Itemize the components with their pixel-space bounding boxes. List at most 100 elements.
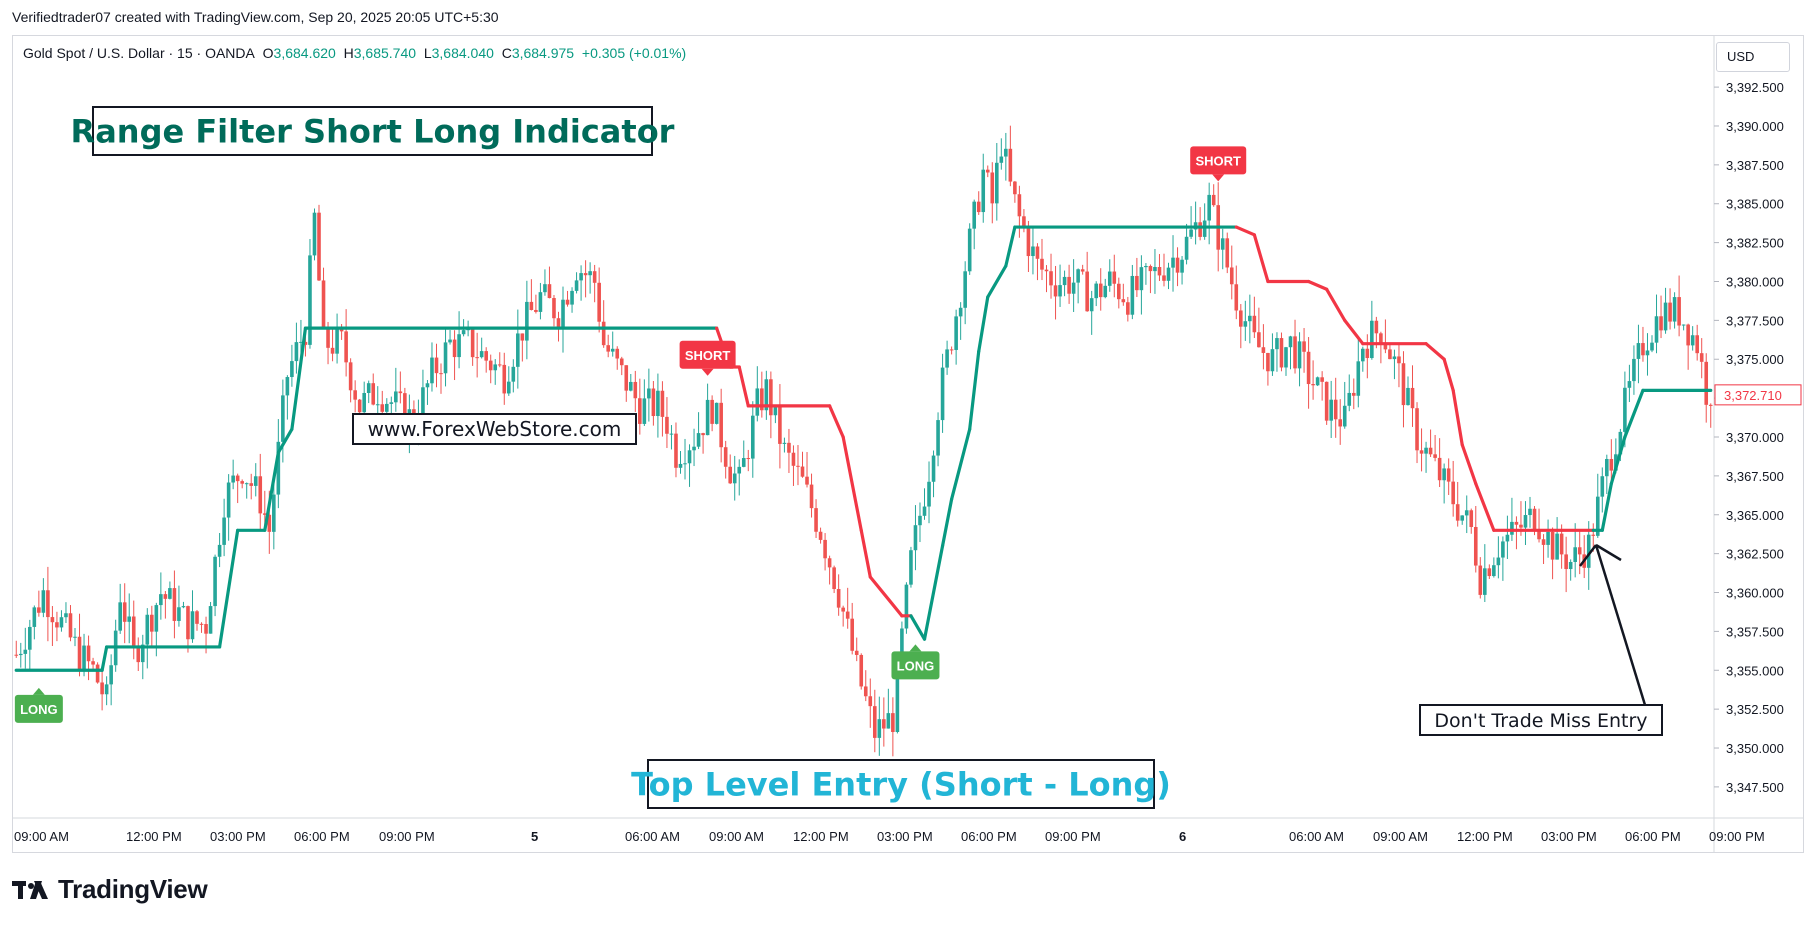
candle-body: [484, 351, 488, 361]
candle-body: [1189, 229, 1193, 237]
candle-body: [1370, 320, 1374, 359]
candle-body: [999, 156, 1004, 163]
candle-body: [321, 280, 326, 327]
candle-body: [1641, 343, 1645, 356]
candle-body: [303, 341, 308, 345]
candle-body: [714, 402, 719, 424]
candle-body: [1248, 315, 1252, 322]
open-value: 3,684.620: [273, 45, 336, 61]
currency-selector[interactable]: USD: [1716, 42, 1790, 72]
candle-body: [380, 404, 385, 412]
candle-body: [470, 329, 475, 358]
signal-pointer: [1212, 174, 1225, 182]
candle-body: [267, 514, 272, 532]
candle-body: [1153, 267, 1157, 272]
candle-body: [922, 506, 927, 516]
candle-body: [579, 273, 583, 281]
time-tick-label: 09:00 PM: [1045, 829, 1101, 844]
candle-body: [773, 404, 778, 416]
candle-body: [778, 404, 782, 444]
candle-body: [145, 614, 150, 645]
candle-body: [976, 201, 981, 213]
time-tick-label: 06:00 AM: [625, 829, 680, 844]
candle-body: [195, 611, 199, 624]
range-filter-segment: [859, 528, 872, 579]
candle-body: [1406, 387, 1410, 406]
time-tick-label: 09:00 AM: [14, 829, 69, 844]
price-tick-label: 3,382.500: [1726, 236, 1784, 251]
candle-body: [1067, 276, 1071, 294]
candle-body: [1537, 530, 1541, 540]
candle-body: [1677, 297, 1681, 326]
candle-body: [868, 696, 873, 707]
candle-body: [710, 399, 714, 424]
candle-body: [64, 613, 68, 618]
range-filter-segment: [1252, 233, 1270, 284]
tradingview-brand[interactable]: TradingView: [12, 874, 208, 905]
candle-body: [1180, 259, 1184, 273]
candle-body: [344, 331, 348, 363]
price-tick-label: 3,375.000: [1726, 352, 1784, 367]
candle-body: [1035, 246, 1040, 259]
candle-body: [1419, 450, 1424, 454]
candle-body: [696, 433, 701, 447]
candle-body: [1202, 220, 1207, 237]
candle-body: [1107, 271, 1112, 286]
candle-body: [683, 463, 687, 465]
candle-body: [294, 342, 299, 362]
range-filter-segment: [1234, 225, 1256, 237]
candle-body: [1040, 258, 1044, 270]
candle-body: [1550, 531, 1555, 560]
candle-body: [854, 650, 859, 655]
candle-body: [104, 684, 109, 695]
candle-body: [190, 611, 195, 640]
candle-body: [859, 654, 864, 687]
candle-body: [656, 390, 660, 417]
time-tick-label: 12:00 PM: [126, 829, 182, 844]
candle-body: [362, 392, 366, 413]
candle-body: [1297, 341, 1302, 369]
candle-body: [32, 607, 37, 627]
candle-body: [990, 172, 995, 204]
candle-body: [186, 606, 190, 640]
candle-body: [118, 602, 122, 631]
candle-body: [394, 391, 398, 403]
range-filter-segment: [1460, 443, 1478, 486]
time-tick-label: 03:00 PM: [1541, 829, 1597, 844]
candle-body: [1239, 310, 1243, 327]
candle-body: [131, 616, 136, 646]
candle-body: [299, 341, 303, 343]
candle-body: [1026, 228, 1031, 257]
candle-body: [981, 169, 986, 213]
candle-body: [818, 531, 823, 540]
candle-body: [723, 447, 728, 467]
candle-body: [488, 360, 493, 371]
candle-body: [1568, 561, 1573, 570]
candle-body: [1089, 298, 1094, 312]
range-filter-segment: [276, 427, 294, 455]
chart-attribution: Verifiedtrader07 created with TradingVie…: [12, 9, 499, 25]
candle-body: [574, 280, 579, 291]
candle-body: [1591, 534, 1596, 536]
candle-body: [741, 458, 746, 467]
candle-body: [719, 402, 723, 448]
candle-body: [1288, 336, 1293, 348]
candle-body: [1013, 181, 1017, 195]
candle-body: [1094, 283, 1099, 299]
candle-body: [1519, 524, 1523, 528]
candle-body: [1609, 458, 1614, 471]
symbol-legend: Gold Spot / U.S. Dollar · 15 · OANDA O3,…: [23, 45, 686, 61]
candle-body: [312, 212, 317, 256]
arrow-head-right: [1595, 543, 1622, 562]
candle-body: [1252, 315, 1257, 333]
range-filter-segment: [841, 435, 863, 532]
candle-body: [1618, 431, 1623, 455]
candle-body: [1546, 531, 1550, 545]
candle-body: [502, 364, 507, 394]
candle-body: [262, 513, 267, 515]
symbol-name[interactable]: Gold Spot / U.S. Dollar · 15 · OANDA: [23, 45, 255, 61]
range-filter-segment: [868, 575, 904, 618]
candle-body: [384, 403, 389, 412]
candle-body: [516, 333, 520, 367]
